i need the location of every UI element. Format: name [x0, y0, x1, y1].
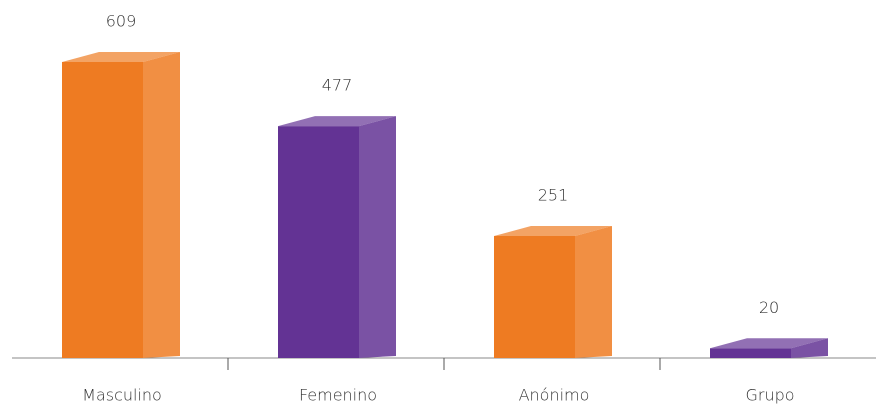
bar-side [359, 116, 396, 358]
data-label: 609 [106, 12, 137, 31]
x-tick-label: Grupo [745, 386, 794, 405]
bar-side [791, 338, 828, 358]
bar [62, 62, 143, 358]
x-tick-label: Femenino [299, 386, 377, 405]
bar-top [710, 338, 828, 349]
x-tick-label: Masculino [82, 386, 162, 405]
bar-top [278, 116, 396, 127]
data-label: 477 [322, 76, 353, 95]
data-label: 20 [759, 298, 779, 317]
bar [278, 126, 359, 358]
x-tick-label: Anónimo [519, 386, 590, 405]
bar-top [62, 52, 180, 62]
bar [494, 236, 575, 358]
data-label: 251 [538, 186, 569, 205]
bar-side [143, 52, 180, 358]
bar-side [575, 226, 612, 358]
bar [710, 348, 791, 358]
bar-top [494, 226, 612, 237]
